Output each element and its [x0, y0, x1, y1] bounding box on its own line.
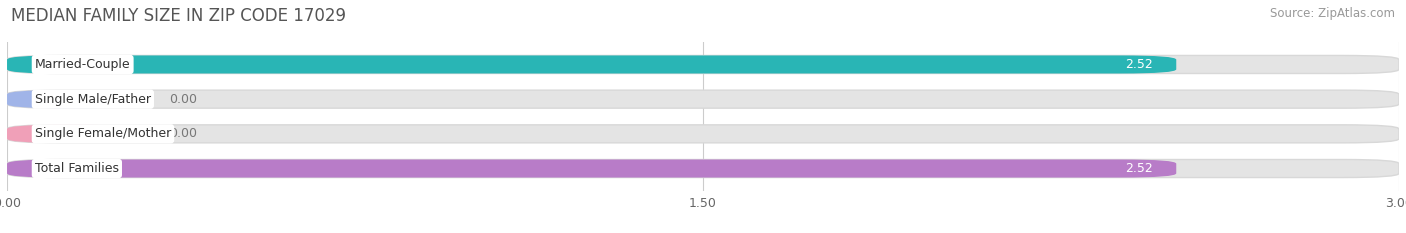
Text: 2.52: 2.52	[1125, 58, 1153, 71]
FancyBboxPatch shape	[7, 55, 1399, 73]
Text: 0.00: 0.00	[170, 127, 197, 140]
Text: Single Male/Father: Single Male/Father	[35, 93, 150, 106]
Text: 2.52: 2.52	[1125, 162, 1153, 175]
Text: Married-Couple: Married-Couple	[35, 58, 131, 71]
Text: 0.00: 0.00	[170, 93, 197, 106]
Text: Total Families: Total Families	[35, 162, 120, 175]
FancyBboxPatch shape	[7, 90, 1399, 108]
FancyBboxPatch shape	[7, 90, 136, 108]
FancyBboxPatch shape	[7, 125, 1399, 143]
FancyBboxPatch shape	[7, 160, 1399, 178]
FancyBboxPatch shape	[7, 160, 1177, 178]
Text: Source: ZipAtlas.com: Source: ZipAtlas.com	[1270, 7, 1395, 20]
FancyBboxPatch shape	[7, 55, 1177, 73]
Text: Single Female/Mother: Single Female/Mother	[35, 127, 172, 140]
FancyBboxPatch shape	[7, 125, 136, 143]
Text: MEDIAN FAMILY SIZE IN ZIP CODE 17029: MEDIAN FAMILY SIZE IN ZIP CODE 17029	[11, 7, 346, 25]
